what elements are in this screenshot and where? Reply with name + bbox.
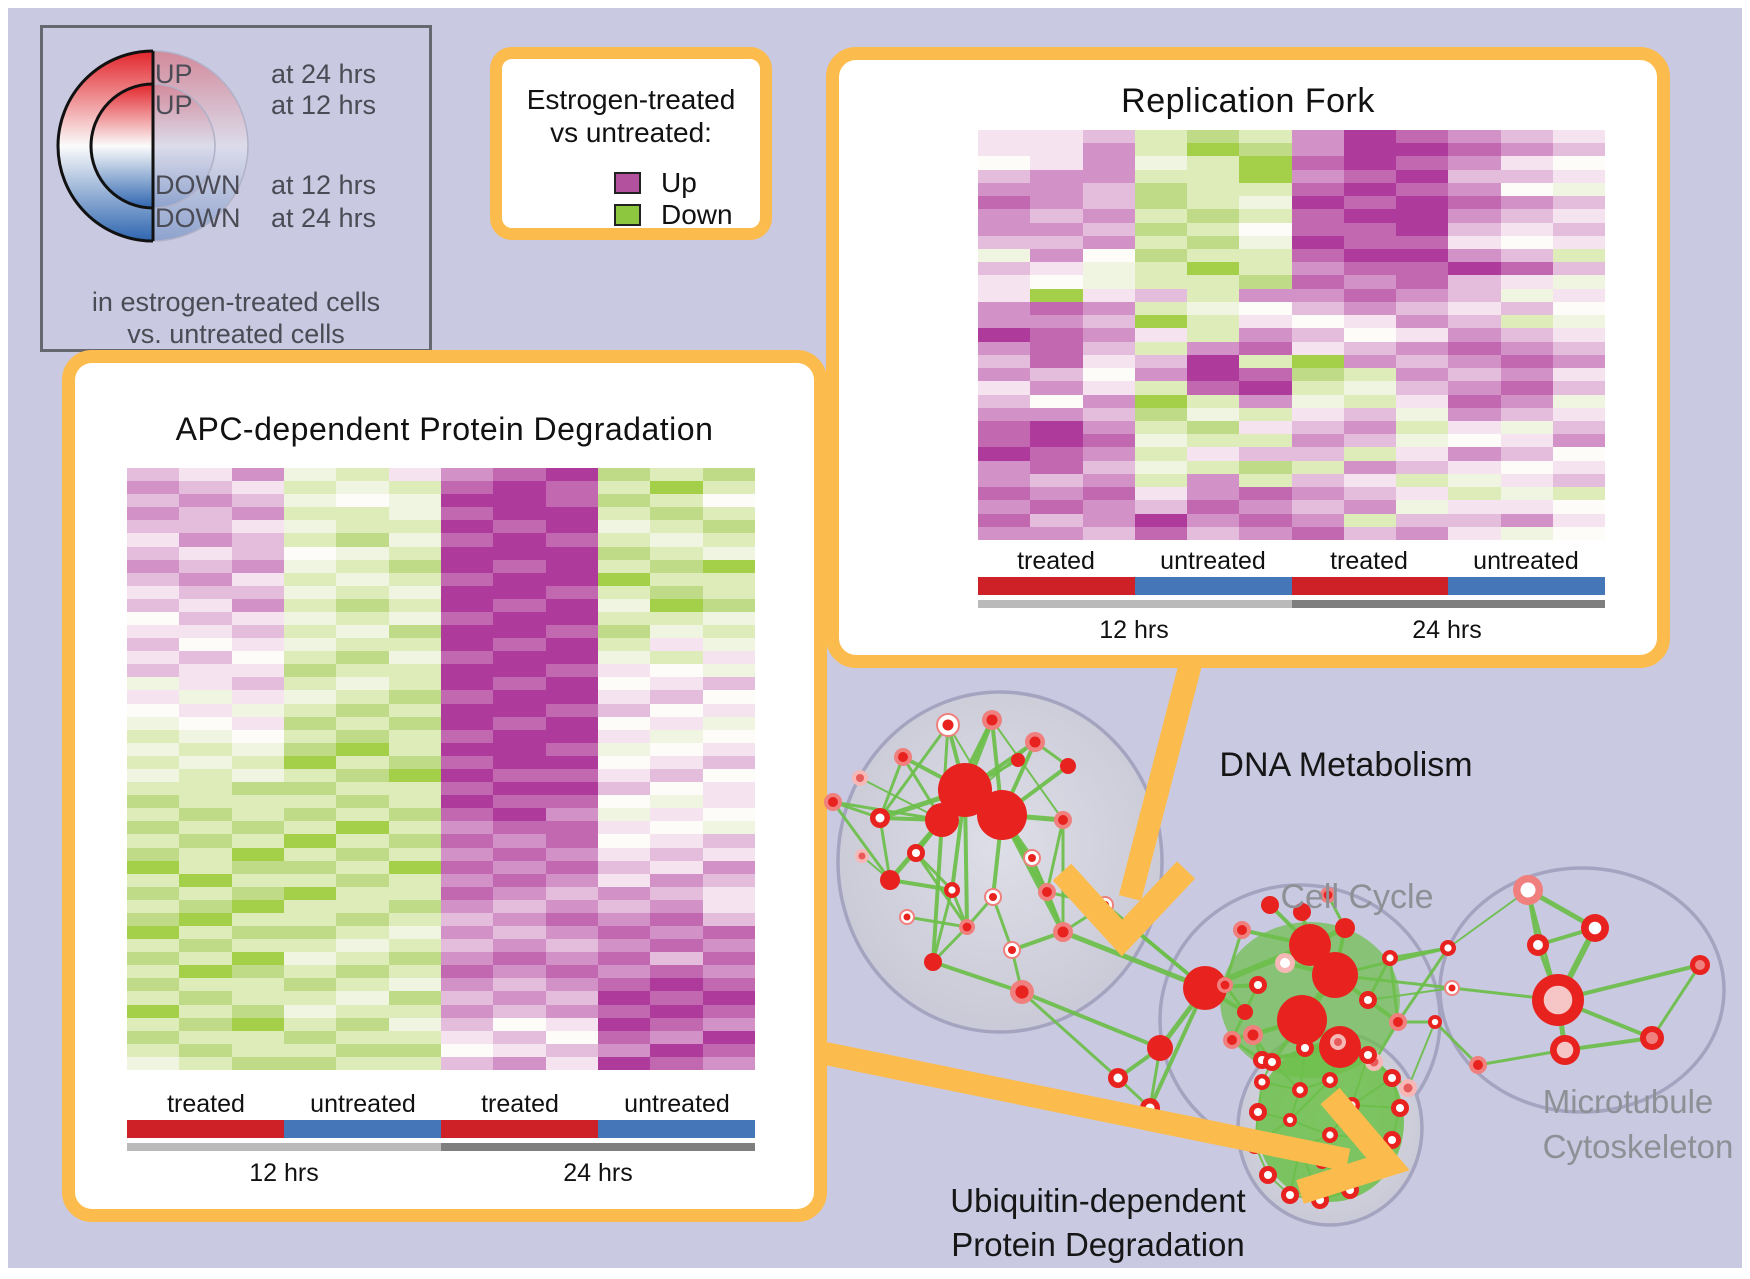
- condition-bars: [127, 1120, 755, 1138]
- group-label: treated: [481, 1090, 559, 1118]
- bar-12hrs: [978, 600, 1292, 608]
- bar-12hrs: [127, 1143, 441, 1151]
- regulation-time: at 24 hrs: [271, 203, 377, 233]
- treated-bar: [127, 1120, 284, 1138]
- direction-legend-box: Estrogen-treated vs untreated: Up Down: [490, 47, 772, 240]
- group-label: treated: [1330, 547, 1408, 575]
- legend-item-down: Down: [614, 199, 733, 231]
- down-swatch: [614, 204, 641, 226]
- group-label: treated: [167, 1090, 245, 1118]
- regulation-time: at 24 hrs: [271, 59, 377, 89]
- regulation-rings-graphic: [56, 49, 249, 243]
- apc-panel: APC-dependent Protein Degradation treate…: [62, 350, 827, 1222]
- group-label: untreated: [1160, 547, 1266, 575]
- apc-title: APC-dependent Protein Degradation: [175, 411, 714, 447]
- regulation-time: at 12 hrs: [271, 90, 377, 120]
- apc-heatmap: [127, 468, 755, 1070]
- condition-bars: [978, 577, 1605, 595]
- direction-legend-title-1: Estrogen-treated: [526, 84, 736, 115]
- label-24hrs: 24 hrs: [563, 1159, 633, 1187]
- regulation-word: DOWN: [155, 203, 241, 233]
- bar-24hrs: [1291, 600, 1605, 608]
- group-label: untreated: [624, 1090, 730, 1118]
- up-swatch: [614, 172, 641, 194]
- untreated-bar: [598, 1120, 755, 1138]
- treated-bar: [1291, 577, 1449, 595]
- regulation-word: UP: [155, 59, 193, 89]
- up-label: Up: [661, 167, 697, 198]
- untreated-bar: [1134, 577, 1292, 595]
- group-label: untreated: [310, 1090, 416, 1118]
- regulation-time: at 12 hrs: [271, 170, 377, 200]
- treated-bar: [978, 577, 1135, 595]
- legend-item-up: Up: [614, 167, 697, 199]
- label-24hrs: 24 hrs: [1412, 616, 1482, 644]
- replication-fork-panel: Replication Fork treated untreated treat…: [826, 47, 1670, 668]
- untreated-bar: [284, 1120, 441, 1138]
- replication-fork-title: Replication Fork: [1121, 82, 1375, 120]
- time-bars: [127, 1143, 755, 1151]
- regulation-word: UP: [155, 90, 193, 120]
- untreated-bar: [1448, 577, 1605, 595]
- label-12hrs: 12 hrs: [1099, 616, 1169, 644]
- replication-fork-heatmap: [978, 130, 1605, 540]
- bar-24hrs: [441, 1143, 755, 1151]
- label-12hrs: 12 hrs: [249, 1159, 319, 1187]
- regulation-footer-2: vs. untreated cells: [127, 319, 345, 349]
- regulation-word: DOWN: [155, 170, 241, 200]
- group-label: untreated: [1473, 547, 1579, 575]
- regulation-legend-box: UP at 24 hrs UP at 12 hrs DOWN at 12 hrs…: [40, 25, 432, 352]
- time-bars: [978, 600, 1605, 608]
- down-label: Down: [661, 199, 733, 230]
- direction-legend-title-2: vs untreated:: [550, 117, 712, 148]
- group-label: treated: [1017, 547, 1095, 575]
- treated-bar: [441, 1120, 598, 1138]
- regulation-footer-1: in estrogen-treated cells: [91, 287, 381, 317]
